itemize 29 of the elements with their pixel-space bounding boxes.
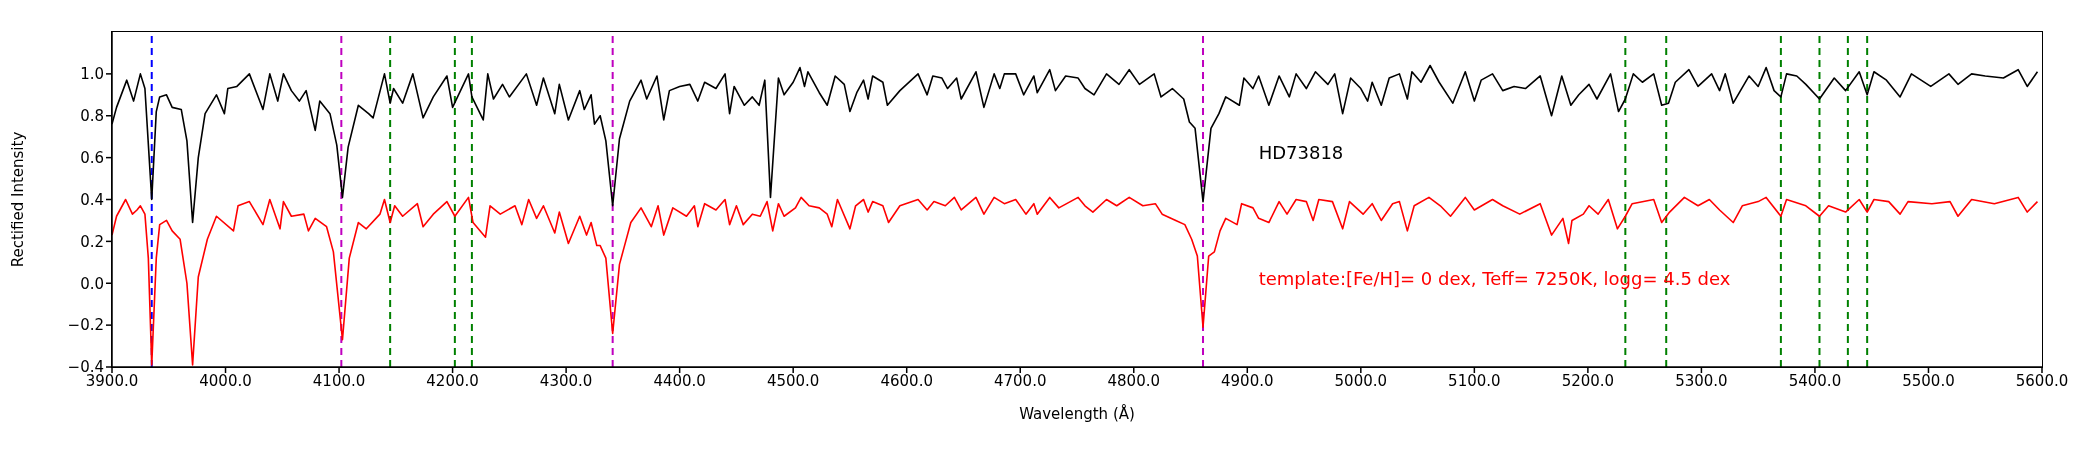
y-tick-label: 0.0: [80, 274, 104, 293]
line-series: [112, 196, 2039, 366]
y-tick-label: 0.8: [80, 107, 104, 126]
y-tick-label: 0.6: [80, 148, 104, 167]
x-tick-label: 4400.0: [653, 371, 706, 390]
x-tick-label: 4500.0: [766, 371, 820, 390]
y-tick-label: −0.2: [67, 316, 104, 335]
y-tick-label: 0.2: [80, 232, 104, 251]
x-tick-label: 4900.0: [1221, 371, 1274, 390]
x-tick-label: 4600.0: [880, 371, 933, 390]
y-tick-label: 1.0: [80, 65, 104, 84]
x-tick-label: 5100.0: [1448, 371, 1501, 390]
y-axis-title: Rectified Intensity: [9, 131, 28, 268]
x-tick-label: 4700.0: [993, 371, 1047, 390]
x-tick-label: 4100.0: [312, 371, 366, 390]
x-tick-label: 4800.0: [1107, 371, 1161, 390]
x-tick-label: 5600.0: [2015, 371, 2069, 390]
x-tick-label: 5400.0: [1788, 371, 1842, 390]
x-tick-label: 4200.0: [426, 371, 479, 390]
text: template:[Fe/H]= 0 dex, Teff= 7250K, logg= 4.5 dex: [1258, 268, 1731, 291]
x-tick-label: 4000.0: [199, 371, 252, 390]
x-tick-label: 5300.0: [1675, 371, 1728, 390]
x-tick-label: 5000.0: [1334, 371, 1388, 390]
x-tick-label: 5200.0: [1561, 371, 1615, 390]
x-axis-title: Wavelength (Å): [1019, 404, 1135, 423]
x-tick-label: 4300.0: [539, 371, 593, 390]
y-tick-label: 0.4: [80, 190, 104, 209]
x-tick-label: 5500.0: [1902, 371, 1955, 390]
series-label: HD73818: [1258, 142, 1344, 165]
